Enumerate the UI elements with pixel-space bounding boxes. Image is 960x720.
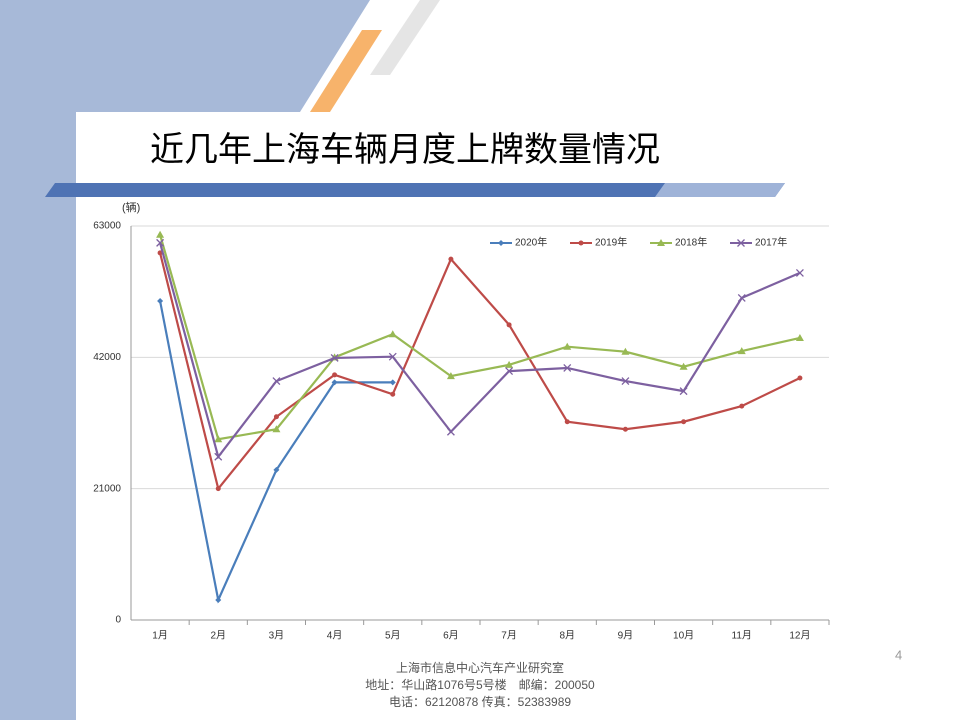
x-tick-label: 1月: [152, 630, 168, 642]
point: [272, 377, 281, 386]
point: [332, 372, 338, 378]
point: [388, 330, 397, 338]
point: [739, 403, 745, 409]
x-tick-label: 10月: [673, 630, 694, 642]
x-tick-label: 4月: [327, 630, 343, 642]
point: [156, 238, 165, 247]
point: [273, 414, 279, 420]
point: [795, 333, 804, 341]
point: [506, 322, 512, 328]
point: [737, 347, 746, 355]
point: [448, 256, 454, 262]
point: [388, 352, 397, 361]
point: [737, 293, 746, 302]
point: [564, 419, 570, 425]
footer-line: 上海市信息中心汽车产业研究室: [396, 660, 564, 675]
point: [679, 362, 688, 370]
point: [679, 387, 688, 396]
x-tick-label: 6月: [443, 630, 459, 642]
point: [505, 360, 514, 368]
legend-label: 2018年: [675, 236, 707, 249]
legend-label: 2020年: [515, 236, 547, 249]
x-tick-label: 3月: [269, 630, 285, 642]
chart-title: 近几年上海车辆月度上牌数量情况: [150, 131, 660, 169]
y-unit: (辆): [122, 200, 140, 214]
y-tick-label: 21000: [93, 483, 121, 494]
point: [622, 426, 628, 432]
title-bar: [45, 183, 785, 197]
left-band: [0, 0, 76, 720]
grey-stripe: [370, 0, 440, 75]
point: [331, 379, 338, 386]
point: [330, 353, 339, 362]
point: [215, 596, 222, 603]
x-tick-label: 7月: [501, 630, 517, 642]
point: [390, 391, 396, 397]
top-band: [0, 0, 370, 112]
legend-label: 2017年: [755, 236, 787, 249]
point: [446, 372, 455, 380]
x-tick-label: 2月: [210, 630, 226, 642]
point: [621, 377, 630, 386]
point: [272, 425, 281, 433]
point: [214, 435, 223, 443]
footer-line: 地址：华山路1076号5号楼 邮编：200050: [365, 677, 595, 692]
title-bar-end: [655, 183, 785, 197]
orange-stripe: [310, 30, 382, 112]
footer-line: 电话：62120878 传真：52383989: [389, 694, 571, 709]
y-tick-label: 63000: [93, 221, 121, 232]
point: [657, 239, 665, 246]
point: [498, 240, 504, 246]
x-tick-label: 12月: [789, 630, 810, 642]
x-tick-label: 11月: [732, 630, 752, 642]
point: [797, 375, 803, 381]
point: [273, 466, 280, 473]
point: [156, 230, 165, 238]
point: [505, 367, 514, 376]
page-number: 4: [895, 647, 902, 662]
series-line: [159, 234, 801, 441]
x-tick-label: 9月: [618, 630, 634, 642]
y-tick-label: 0: [115, 615, 121, 626]
point: [389, 379, 396, 386]
y-tick-label: 42000: [93, 352, 121, 363]
series-line: [159, 252, 801, 492]
point: [795, 268, 804, 277]
point: [578, 240, 584, 246]
point: [621, 347, 630, 355]
series-line: [159, 242, 801, 460]
x-tick-label: 5月: [385, 630, 401, 642]
point: [563, 342, 572, 350]
point: [446, 427, 455, 436]
point: [215, 486, 221, 492]
point: [681, 419, 687, 425]
legend-label: 2019年: [595, 236, 627, 249]
panel: [78, 112, 960, 720]
point: [214, 452, 223, 461]
point: [737, 239, 745, 247]
x-tick-label: 8月: [559, 630, 575, 642]
point: [157, 298, 164, 305]
point: [563, 364, 572, 372]
